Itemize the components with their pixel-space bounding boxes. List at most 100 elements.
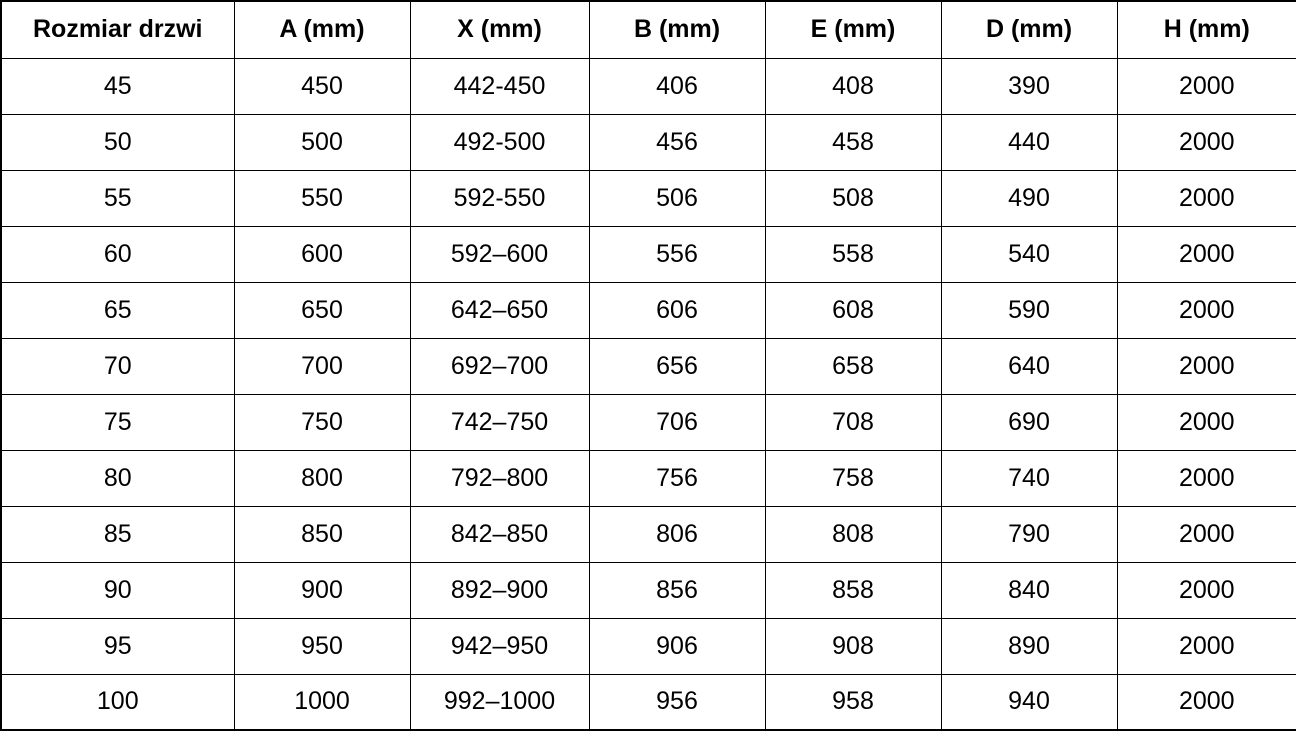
table-cell: 492-500 bbox=[409, 113, 590, 171]
table-row: 70 700 692–700 656 658 640 2000 bbox=[0, 337, 1296, 395]
table-cell: 45 bbox=[0, 57, 235, 115]
table-cell: 2000 bbox=[1116, 449, 1296, 507]
table-row: 60 600 592–600 556 558 540 2000 bbox=[0, 225, 1296, 283]
table-cell: 65 bbox=[0, 281, 235, 339]
column-header: B (mm) bbox=[588, 0, 766, 59]
table-cell: 790 bbox=[940, 505, 1118, 563]
table-cell: 650 bbox=[233, 281, 411, 339]
table-cell: 656 bbox=[588, 337, 766, 395]
table-cell: 950 bbox=[233, 617, 411, 675]
column-header: H (mm) bbox=[1116, 0, 1296, 59]
table-cell: 890 bbox=[940, 617, 1118, 675]
table-cell: 55 bbox=[0, 169, 235, 227]
table-cell: 2000 bbox=[1116, 673, 1296, 731]
table-cell: 500 bbox=[233, 113, 411, 171]
table-cell: 80 bbox=[0, 449, 235, 507]
table-cell: 2000 bbox=[1116, 169, 1296, 227]
table-cell: 692–700 bbox=[409, 337, 590, 395]
table-cell: 2000 bbox=[1116, 281, 1296, 339]
table-row: 85 850 842–850 806 808 790 2000 bbox=[0, 505, 1296, 563]
table-cell: 708 bbox=[764, 393, 942, 451]
table-cell: 606 bbox=[588, 281, 766, 339]
column-header: X (mm) bbox=[409, 0, 590, 59]
table-cell: 450 bbox=[233, 57, 411, 115]
table-cell: 506 bbox=[588, 169, 766, 227]
table-cell: 60 bbox=[0, 225, 235, 283]
table-cell: 600 bbox=[233, 225, 411, 283]
table-cell: 750 bbox=[233, 393, 411, 451]
table-cell: 942–950 bbox=[409, 617, 590, 675]
column-header: Rozmiar drzwi bbox=[0, 0, 235, 59]
table-cell: 2000 bbox=[1116, 617, 1296, 675]
table-cell: 690 bbox=[940, 393, 1118, 451]
table-row: 75 750 742–750 706 708 690 2000 bbox=[0, 393, 1296, 451]
table-cell: 50 bbox=[0, 113, 235, 171]
table-cell: 408 bbox=[764, 57, 942, 115]
table-cell: 75 bbox=[0, 393, 235, 451]
table-cell: 2000 bbox=[1116, 393, 1296, 451]
table-cell: 592–600 bbox=[409, 225, 590, 283]
table-cell: 490 bbox=[940, 169, 1118, 227]
table-cell: 800 bbox=[233, 449, 411, 507]
column-header: A (mm) bbox=[233, 0, 411, 59]
table-cell: 1000 bbox=[233, 673, 411, 731]
table-cell: 540 bbox=[940, 225, 1118, 283]
table-cell: 2000 bbox=[1116, 337, 1296, 395]
table-cell: 958 bbox=[764, 673, 942, 731]
table-row: 45 450 442-450 406 408 390 2000 bbox=[0, 57, 1296, 115]
table-cell: 740 bbox=[940, 449, 1118, 507]
table-cell: 842–850 bbox=[409, 505, 590, 563]
table-cell: 700 bbox=[233, 337, 411, 395]
table-row: 90 900 892–900 856 858 840 2000 bbox=[0, 561, 1296, 619]
table-cell: 908 bbox=[764, 617, 942, 675]
table-row: 50 500 492-500 456 458 440 2000 bbox=[0, 113, 1296, 171]
table-cell: 95 bbox=[0, 617, 235, 675]
table-cell: 856 bbox=[588, 561, 766, 619]
table-cell: 756 bbox=[588, 449, 766, 507]
table-body: 45 450 442-450 406 408 390 2000 50 500 492-500 456… bbox=[0, 57, 1296, 731]
table-cell: 2000 bbox=[1116, 561, 1296, 619]
table-cell: 590 bbox=[940, 281, 1118, 339]
table-cell: 442-450 bbox=[409, 57, 590, 115]
table-cell: 70 bbox=[0, 337, 235, 395]
table-cell: 900 bbox=[233, 561, 411, 619]
table-cell: 558 bbox=[764, 225, 942, 283]
table-cell: 592-550 bbox=[409, 169, 590, 227]
table-cell: 85 bbox=[0, 505, 235, 563]
table-row: 65 650 642–650 606 608 590 2000 bbox=[0, 281, 1296, 339]
table-cell: 850 bbox=[233, 505, 411, 563]
table-cell: 556 bbox=[588, 225, 766, 283]
table-cell: 806 bbox=[588, 505, 766, 563]
table-row: 95 950 942–950 906 908 890 2000 bbox=[0, 617, 1296, 675]
table-cell: 2000 bbox=[1116, 113, 1296, 171]
table-cell: 906 bbox=[588, 617, 766, 675]
table-cell: 840 bbox=[940, 561, 1118, 619]
column-header: D (mm) bbox=[940, 0, 1118, 59]
table-cell: 706 bbox=[588, 393, 766, 451]
table-cell: 658 bbox=[764, 337, 942, 395]
table-cell: 892–900 bbox=[409, 561, 590, 619]
table-cell: 458 bbox=[764, 113, 942, 171]
table-row: 80 800 792–800 756 758 740 2000 bbox=[0, 449, 1296, 507]
table-cell: 90 bbox=[0, 561, 235, 619]
table-cell: 940 bbox=[940, 673, 1118, 731]
table-cell: 792–800 bbox=[409, 449, 590, 507]
table-cell: 406 bbox=[588, 57, 766, 115]
table-cell: 390 bbox=[940, 57, 1118, 115]
table-row: 100 1000 992–1000 956 958 940 2000 bbox=[0, 673, 1296, 731]
table-cell: 808 bbox=[764, 505, 942, 563]
table-cell: 640 bbox=[940, 337, 1118, 395]
table-cell: 608 bbox=[764, 281, 942, 339]
table-cell: 550 bbox=[233, 169, 411, 227]
table-cell: 742–750 bbox=[409, 393, 590, 451]
table-cell: 508 bbox=[764, 169, 942, 227]
table-row: 55 550 592-550 506 508 490 2000 bbox=[0, 169, 1296, 227]
table-cell: 100 bbox=[0, 673, 235, 731]
table-cell: 456 bbox=[588, 113, 766, 171]
table-cell: 956 bbox=[588, 673, 766, 731]
table-header: Rozmiar drzwi A (mm) X (mm) B (mm) E (mm) D (… bbox=[0, 0, 1296, 59]
table-cell: 2000 bbox=[1116, 225, 1296, 283]
table-cell: 2000 bbox=[1116, 57, 1296, 115]
table-cell: 858 bbox=[764, 561, 942, 619]
